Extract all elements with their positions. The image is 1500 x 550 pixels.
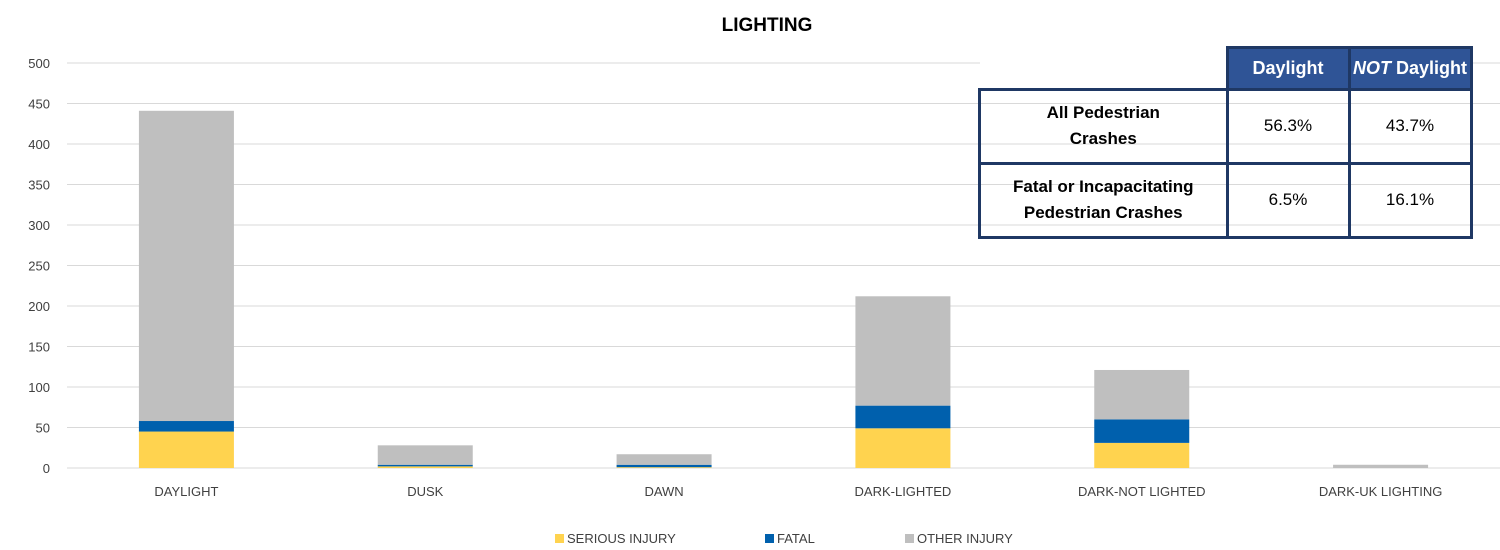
- row-label-line1: Fatal or Incapacitating: [1013, 177, 1194, 196]
- legend: SERIOUS INJURY FATAL OTHER INJURY: [555, 531, 1013, 546]
- header-daylight: Daylight: [1225, 46, 1351, 91]
- row-label-all-crashes: All Pedestrian Crashes: [978, 87, 1229, 165]
- table-row: All Pedestrian Crashes 56.3% 43.7%: [978, 87, 1473, 165]
- table-row: Fatal or Incapacitating Pedestrian Crash…: [978, 161, 1473, 239]
- row-label-line2: Crashes: [1069, 129, 1137, 148]
- legend-swatch: [905, 534, 914, 543]
- y-tick-label: 300: [28, 218, 50, 233]
- x-tick-label: DARK-NOT LIGHTED: [1078, 484, 1206, 499]
- bars: [138, 110, 1429, 468]
- bar-segment: [616, 454, 712, 465]
- bar-segment: [855, 428, 951, 468]
- y-tick-label: 400: [28, 137, 50, 152]
- header-not-daylight-word: Daylight: [1396, 57, 1468, 78]
- y-tick-label: 450: [28, 97, 50, 112]
- legend-label: SERIOUS INJURY: [567, 531, 676, 546]
- bar-segment: [855, 296, 951, 406]
- cell-all-not-daylight: 43.7%: [1347, 87, 1473, 165]
- y-tick-label: 500: [28, 56, 50, 71]
- bar-segment: [377, 466, 473, 468]
- bar-segment: [1094, 419, 1190, 443]
- bar-segment: [855, 405, 951, 429]
- y-tick-label: 200: [28, 299, 50, 314]
- row-label-fatal-crashes: Fatal or Incapacitating Pedestrian Crash…: [978, 161, 1229, 239]
- legend-swatch: [555, 534, 564, 543]
- row-label-line1: All Pedestrian: [1046, 103, 1160, 122]
- y-tick-label: 50: [36, 421, 50, 436]
- y-tick-label: 150: [28, 340, 50, 355]
- table-corner: [979, 47, 1227, 89]
- x-tick-label: DARK-UK LIGHTING: [1319, 484, 1443, 499]
- bar-segment: [377, 464, 473, 467]
- bar-segment: [1333, 464, 1429, 468]
- row-label-line2: Pedestrian Crashes: [1023, 203, 1183, 222]
- x-tick-label: DUSK: [407, 484, 443, 499]
- legend-label: FATAL: [777, 531, 815, 546]
- bar-segment: [1094, 442, 1190, 468]
- bar-segment: [1094, 369, 1190, 420]
- x-axis: DAYLIGHT DUSK DAWN DARK-LIGHTED DARK-NOT LIG…: [154, 484, 1442, 499]
- bar-segment: [616, 464, 712, 468]
- y-axis: 0 50 100 150 200 250 300 350 400 450 500: [28, 56, 50, 476]
- x-tick-label: DAWN: [644, 484, 683, 499]
- header-not-daylight: NOT Daylight: [1347, 46, 1473, 91]
- y-tick-label: 250: [28, 259, 50, 274]
- bar-segment: [138, 421, 234, 432]
- bar-segment: [616, 467, 712, 468]
- chart-title: LIGHTING: [722, 15, 813, 36]
- bar-segment: [138, 431, 234, 468]
- cell-all-daylight: 56.3%: [1225, 87, 1351, 165]
- x-tick-label: DAYLIGHT: [154, 484, 218, 499]
- y-tick-label: 350: [28, 178, 50, 193]
- header-not-word: NOT: [1352, 57, 1391, 78]
- legend-label: OTHER INJURY: [917, 531, 1013, 546]
- y-tick-label: 0: [43, 461, 50, 476]
- cell-fatal-daylight: 6.5%: [1225, 161, 1351, 239]
- cell-fatal-not-daylight: 16.1%: [1347, 161, 1473, 239]
- lighting-stats-table: Daylight NOT Daylight All Pedestrian Cra…: [978, 46, 1473, 239]
- x-tick-label: DARK-LIGHTED: [855, 484, 952, 499]
- bar-segment: [138, 110, 234, 422]
- legend-swatch: [765, 534, 774, 543]
- bar-segment: [377, 445, 473, 465]
- y-tick-label: 100: [28, 380, 50, 395]
